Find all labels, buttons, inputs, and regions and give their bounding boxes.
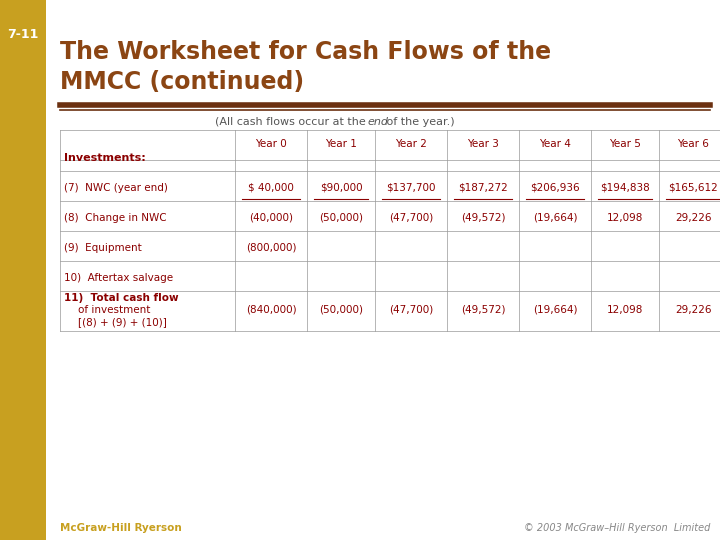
Text: 12,098: 12,098: [607, 213, 643, 223]
Text: of investment: of investment: [78, 305, 150, 315]
Text: $137,700: $137,700: [386, 183, 436, 193]
Text: (7)  NWC (year end): (7) NWC (year end): [64, 183, 168, 193]
Text: (40,000): (40,000): [249, 213, 293, 223]
Bar: [0, 0, 46, 540]
Text: (All cash flows occur at the: (All cash flows occur at the: [215, 117, 369, 127]
Text: 11)  Total cash flow: 11) Total cash flow: [64, 293, 179, 303]
Text: © 2003 McGraw–Hill Ryerson  Limited: © 2003 McGraw–Hill Ryerson Limited: [523, 523, 710, 533]
Text: $194,838: $194,838: [600, 183, 650, 193]
Text: MMCC (continued): MMCC (continued): [60, 70, 304, 94]
Text: 7-11: 7-11: [7, 29, 39, 42]
Text: 12,098: 12,098: [607, 305, 643, 315]
Text: Year 1: Year 1: [325, 139, 357, 149]
Text: $165,612: $165,612: [668, 183, 718, 193]
Text: (49,572): (49,572): [461, 213, 505, 223]
Text: (50,000): (50,000): [319, 305, 363, 315]
Text: $187,272: $187,272: [458, 183, 508, 193]
Text: Year 2: Year 2: [395, 139, 427, 149]
Text: Year 6: Year 6: [677, 139, 709, 149]
Text: 10)  Aftertax salvage: 10) Aftertax salvage: [64, 273, 173, 283]
Text: (49,572): (49,572): [461, 305, 505, 315]
Text: (19,664): (19,664): [533, 213, 577, 223]
Text: Investments:: Investments:: [64, 153, 145, 163]
Text: $ 40,000: $ 40,000: [248, 183, 294, 193]
Text: (800,000): (800,000): [246, 243, 296, 253]
Text: The Worksheet for Cash Flows of the: The Worksheet for Cash Flows of the: [60, 40, 551, 64]
Text: (9)  Equipment: (9) Equipment: [64, 243, 142, 253]
Text: (47,700): (47,700): [389, 213, 433, 223]
Text: of the year.): of the year.): [383, 117, 454, 127]
Text: 29,226: 29,226: [675, 213, 711, 223]
Text: Year 4: Year 4: [539, 139, 571, 149]
Text: McGraw-Hill Ryerson: McGraw-Hill Ryerson: [60, 523, 181, 533]
Text: 29,226: 29,226: [675, 305, 711, 315]
Text: (19,664): (19,664): [533, 305, 577, 315]
Text: (47,700): (47,700): [389, 305, 433, 315]
Text: Year 5: Year 5: [609, 139, 641, 149]
Text: (840,000): (840,000): [246, 305, 297, 315]
Text: Year 3: Year 3: [467, 139, 499, 149]
Text: [(8) + (9) + (10)]: [(8) + (9) + (10)]: [78, 317, 167, 327]
Text: (8)  Change in NWC: (8) Change in NWC: [64, 213, 166, 223]
Text: $206,936: $206,936: [530, 183, 580, 193]
Text: Year 0: Year 0: [255, 139, 287, 149]
Text: end: end: [367, 117, 388, 127]
Text: (50,000): (50,000): [319, 213, 363, 223]
Text: $90,000: $90,000: [320, 183, 362, 193]
